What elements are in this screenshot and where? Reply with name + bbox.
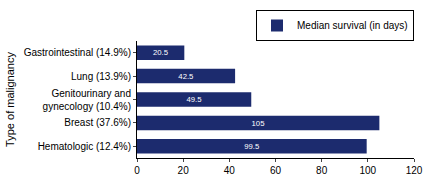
svg-text:20: 20 xyxy=(178,165,190,176)
svg-text:20.5: 20.5 xyxy=(153,48,168,57)
svg-text:99.5: 99.5 xyxy=(244,142,259,151)
svg-text:80: 80 xyxy=(316,165,328,176)
svg-text:Gastrointestinal (14.9%): Gastrointestinal (14.9%) xyxy=(24,47,131,58)
svg-text:Genitourinary andgynecology (1: Genitourinary andgynecology (10.4%) xyxy=(43,88,131,112)
svg-text:Lung (13.9%): Lung (13.9%) xyxy=(71,71,131,82)
svg-text:Type of malignancy: Type of malignancy xyxy=(4,52,16,147)
svg-text:Median survival (in days): Median survival (in days) xyxy=(297,20,408,31)
svg-text:42.5: 42.5 xyxy=(178,72,193,81)
svg-text:60: 60 xyxy=(270,165,282,176)
svg-text:105: 105 xyxy=(252,119,265,128)
svg-text:100: 100 xyxy=(359,165,376,176)
svg-text:Breast (37.6%): Breast (37.6%) xyxy=(64,117,131,128)
svg-text:0: 0 xyxy=(134,165,140,176)
svg-text:49.5: 49.5 xyxy=(186,95,201,104)
svg-text:120: 120 xyxy=(406,165,423,176)
svg-text:40: 40 xyxy=(224,165,236,176)
svg-text:Hematologic (12.4%): Hematologic (12.4%) xyxy=(38,141,131,152)
